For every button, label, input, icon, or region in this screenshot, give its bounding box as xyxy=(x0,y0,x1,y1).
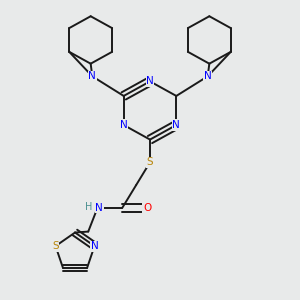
Text: N: N xyxy=(204,71,212,81)
Text: N: N xyxy=(95,203,103,213)
Text: S: S xyxy=(147,157,153,167)
Text: N: N xyxy=(91,241,98,251)
Text: N: N xyxy=(120,120,128,130)
Text: N: N xyxy=(172,120,180,130)
Text: O: O xyxy=(143,203,151,213)
Text: N: N xyxy=(146,76,154,86)
Text: H: H xyxy=(85,202,92,212)
Text: S: S xyxy=(52,241,59,251)
Text: N: N xyxy=(88,71,96,81)
